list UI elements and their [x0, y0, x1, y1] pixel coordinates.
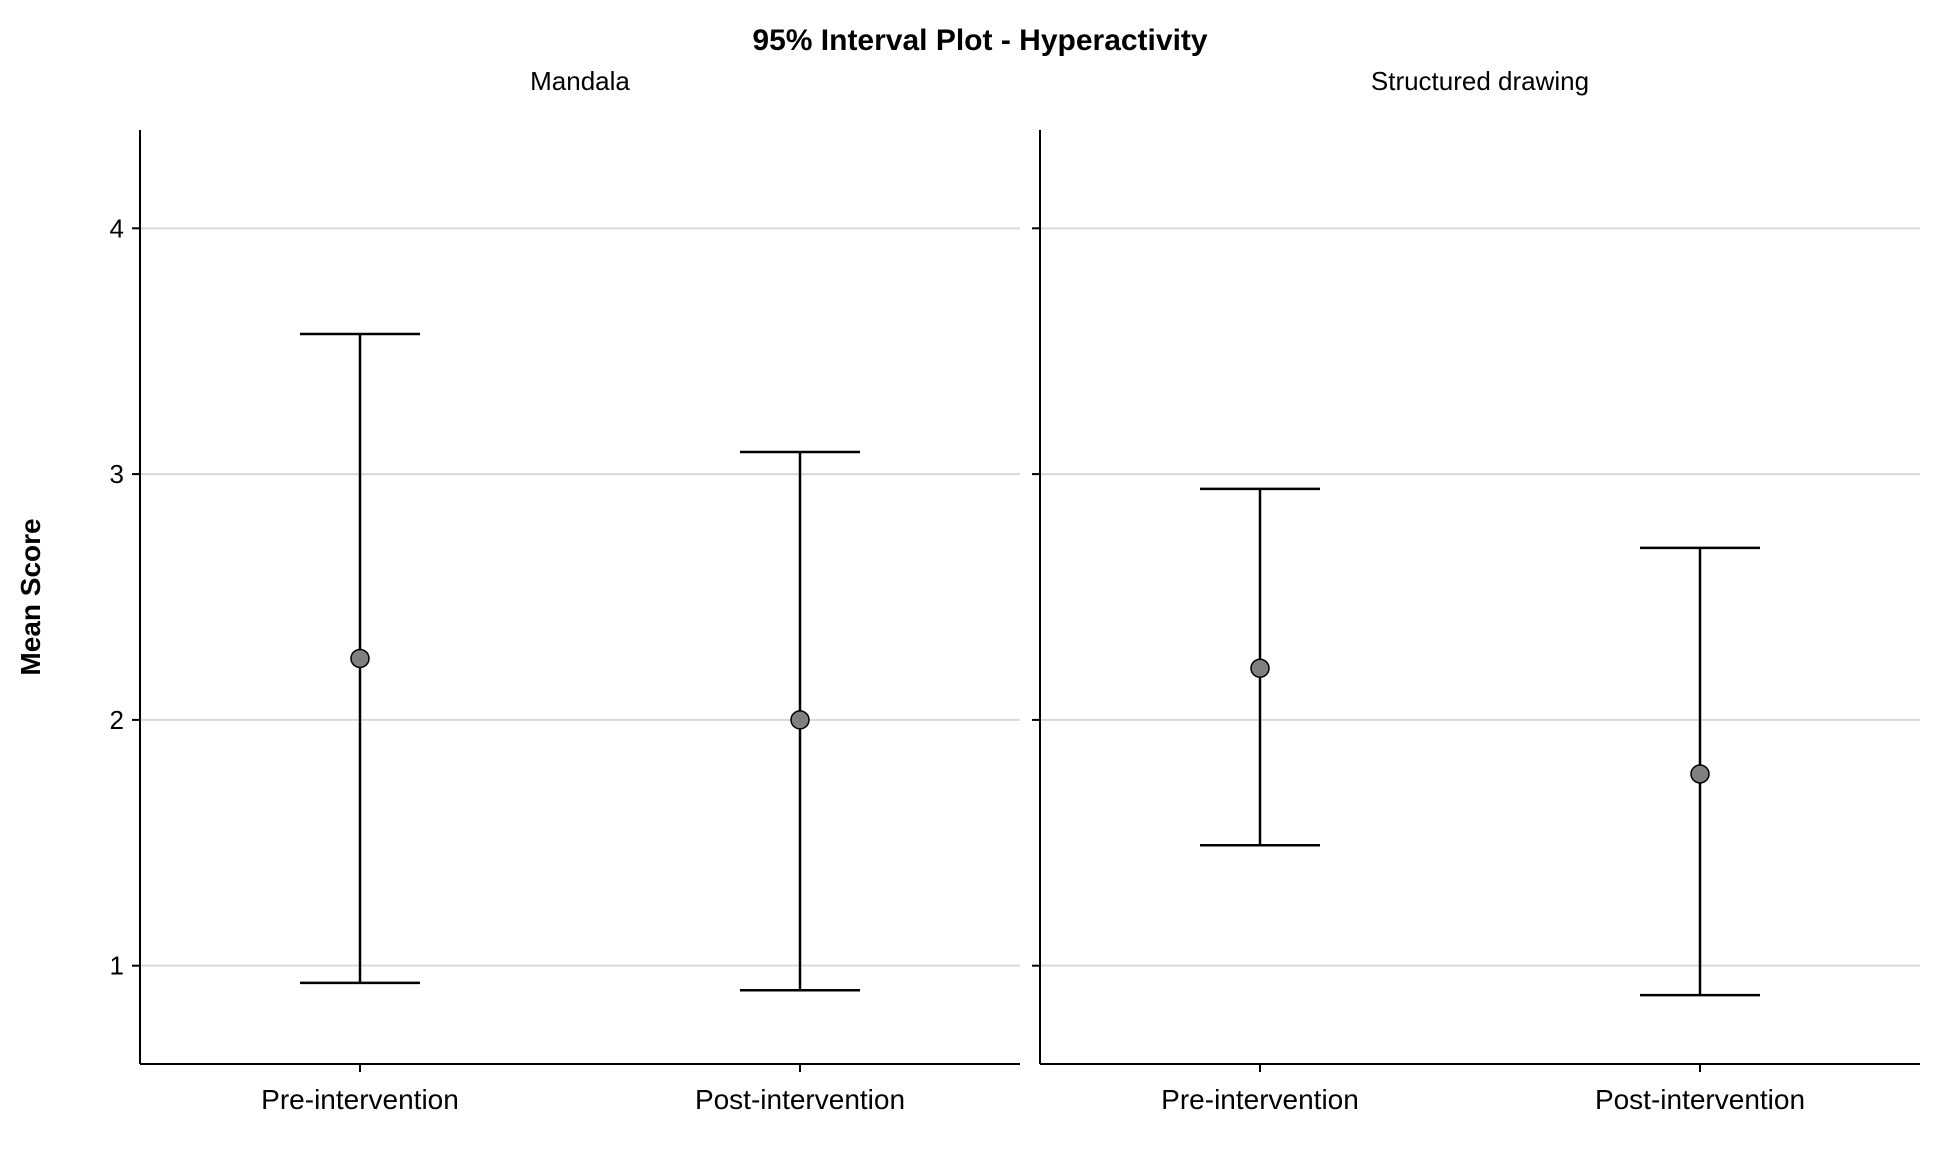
y-tick-label: 2 — [110, 705, 124, 735]
y-axis-label: Mean Score — [15, 518, 46, 675]
mean-marker — [1691, 765, 1709, 783]
y-tick-label: 3 — [110, 459, 124, 489]
y-tick-label: 1 — [110, 951, 124, 981]
mean-marker — [1251, 659, 1269, 677]
interval-plot-svg: 95% Interval Plot - Hyperactivity Mandala… — [0, 20, 1960, 1154]
panel-title: Mandala — [530, 66, 630, 96]
mean-marker — [351, 649, 369, 667]
x-tick-label: Pre-intervention — [1161, 1084, 1359, 1115]
chart-container: 95% Interval Plot - Hyperactivity Mandala… — [0, 20, 1960, 1154]
y-tick-label: 4 — [110, 213, 124, 243]
x-tick-label: Pre-intervention — [261, 1084, 459, 1115]
panel-title: Structured drawing — [1371, 66, 1589, 96]
chart-title: 95% Interval Plot - Hyperactivity — [752, 24, 1207, 57]
x-tick-label: Post-intervention — [695, 1084, 905, 1115]
mean-marker — [791, 711, 809, 729]
x-tick-label: Post-intervention — [1595, 1084, 1805, 1115]
